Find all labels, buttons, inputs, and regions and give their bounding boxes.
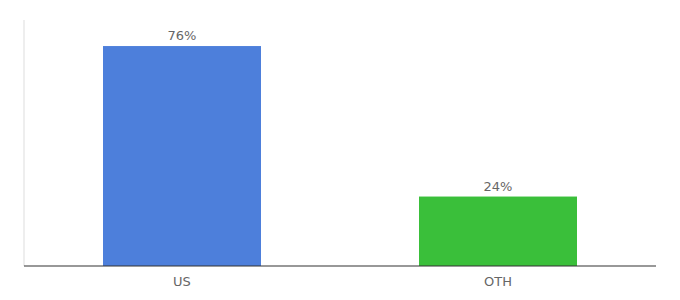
chart-container: 76% 24% US OTH bbox=[0, 0, 680, 300]
data-label: 76% bbox=[168, 28, 197, 43]
chart: 76% 24% US OTH bbox=[0, 0, 680, 300]
bars bbox=[103, 46, 577, 266]
data-label: 24% bbox=[484, 179, 513, 194]
x-axis-line bbox=[24, 265, 656, 266]
bar bbox=[419, 197, 577, 266]
x-tick-label: US bbox=[173, 274, 191, 289]
y-axis-line bbox=[24, 20, 25, 266]
x-tick-label: OTH bbox=[484, 274, 512, 289]
bar bbox=[103, 46, 261, 266]
